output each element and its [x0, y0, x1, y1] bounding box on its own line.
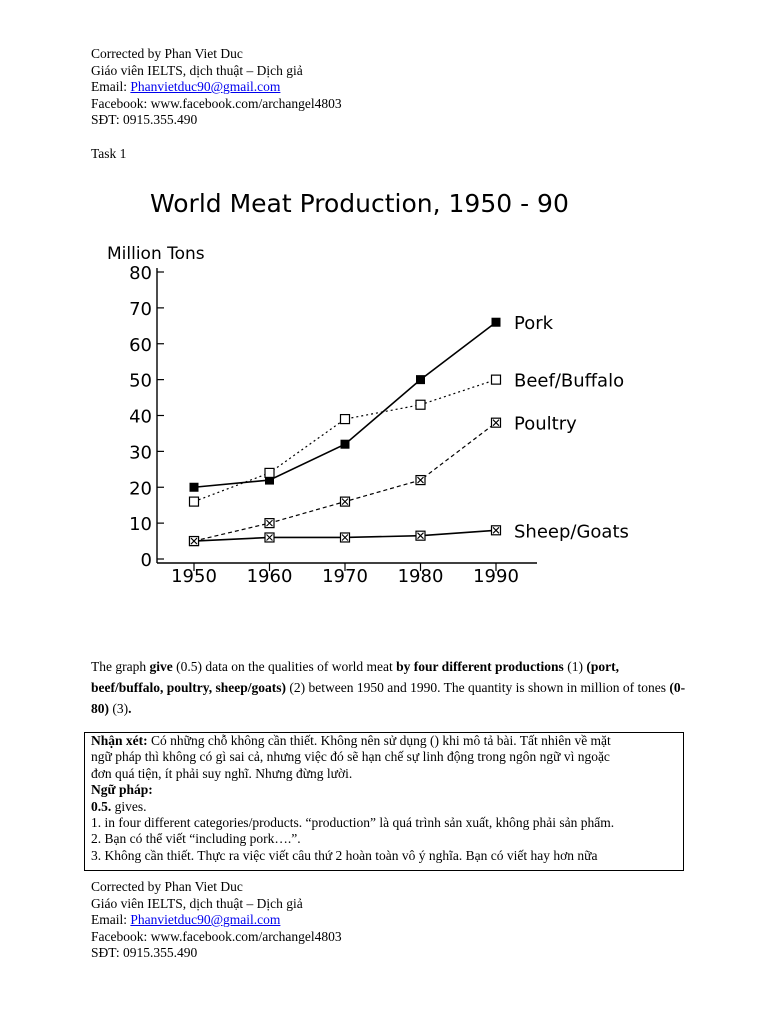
- document-footer-header: Corrected by Phan Viet Duc Giáo viên IEL…: [91, 879, 342, 962]
- comment-label: Nhận xét:: [91, 733, 148, 748]
- series-sheep-goats: Sheep/Goats: [188, 521, 629, 547]
- y-tick-label-20: 20: [129, 478, 152, 499]
- series-line-beef-buffalo: [193, 379, 497, 503]
- chart-series: Pork Beef/Buffalo Poultry Sheep/Goats: [188, 313, 629, 547]
- y-tick-label-40: 40: [129, 407, 152, 428]
- series-pork: Pork: [189, 313, 554, 492]
- para-text-5: (3): [109, 701, 129, 716]
- point-poultry-1980: [415, 474, 426, 486]
- para-bold-3: (port, beef/buffalo, poultry, sheep/goat…: [91, 659, 619, 695]
- comment-line-1: Nhận xét: Có những chỗ không cần thiết. …: [91, 733, 683, 749]
- point-pork-1960: [265, 475, 274, 485]
- point-poultry-1970: [339, 496, 351, 507]
- point-pork-1950: [189, 482, 199, 492]
- series-label-pork: Pork: [514, 313, 554, 334]
- point-beef-buffalo-1970: [339, 413, 351, 425]
- y-tick-label-50: 50: [129, 371, 152, 392]
- grammar-item-0: 0.5. gives.: [91, 798, 147, 814]
- series-label-poultry: Poultry: [514, 414, 577, 435]
- series-line-pork: [193, 321, 497, 489]
- para-text-1: The graph: [91, 659, 150, 674]
- footer-phone: SĐT: 0915.355.490: [91, 945, 198, 960]
- point-sheep-goats-1970: [339, 532, 351, 543]
- point-beef-buffalo-1950: [188, 496, 200, 507]
- para-text-2: (0.5) data on the qualities of world mea…: [172, 659, 397, 674]
- y-tick-label-30: 30: [129, 442, 152, 463]
- para-text-3: (1): [563, 659, 587, 674]
- document-header: Corrected by Phan Viet Duc Giáo viên IEL…: [91, 46, 342, 129]
- x-tick-label-1970: 1970: [322, 566, 368, 587]
- header-role: Giáo viên IELTS, dịch thuật – Dịch giả: [91, 62, 303, 78]
- point-beef-buffalo-1980: [415, 399, 426, 410]
- y-axis-label: Million Tons: [107, 244, 205, 264]
- point-pork-1990: [491, 317, 501, 327]
- para-bold-2: by four different productions: [396, 659, 564, 674]
- footer-corrected-by: Corrected by Phan Viet Duc: [91, 879, 243, 894]
- footer-email-link[interactable]: Phanvietduc90@gmail.com: [130, 912, 281, 927]
- point-pork-1970: [340, 439, 350, 449]
- comment-line-3: đơn quá tiện, ít phải suy nghĩ. Nhưng đừ…: [91, 765, 353, 781]
- y-tick-label-60: 60: [129, 335, 152, 356]
- para-bold-5: .: [128, 701, 132, 716]
- series-label-beef-buffalo: Beef/Buffalo: [514, 371, 624, 392]
- x-tick-labels: 1950 1960 1970 1980 1990: [171, 566, 519, 587]
- header-facebook: Facebook: www.facebook.com/archangel4803: [91, 95, 342, 111]
- footer-email-line: Email: Phanvietduc90@gmail.com: [91, 912, 342, 929]
- chart-title: World Meat Production, 1950 - 90: [150, 189, 569, 218]
- x-tick-label-1950: 1950: [171, 566, 217, 587]
- point-poultry-1960: [264, 518, 275, 529]
- student-paragraph: The graph give (0.5) data on the qualiti…: [91, 656, 691, 719]
- y-tick-label-10: 10: [129, 514, 152, 535]
- header-email-link[interactable]: Phanvietduc90@gmail.com: [130, 79, 281, 94]
- point-beef-buffalo-1960: [264, 467, 275, 478]
- series-poultry: Poultry: [188, 414, 577, 547]
- point-sheep-goats-1950: [188, 535, 200, 547]
- y-tick-label-70: 70: [129, 299, 152, 320]
- meat-production-chart: World Meat Production, 1950 - 90 Million…: [107, 189, 629, 587]
- header-email-label: Email:: [91, 79, 131, 94]
- point-pork-1980: [416, 375, 425, 385]
- point-beef-buffalo-1990: [490, 374, 502, 385]
- point-sheep-goats-1960: [264, 532, 275, 543]
- y-tick-label-0: 0: [141, 550, 152, 571]
- comment-line-2: ngữ pháp thì không có gì sai cả, nhưng v…: [91, 749, 610, 765]
- header-corrected-by: Corrected by Phan Viet Duc: [91, 46, 243, 61]
- y-tick-labels: 0 10 20 30 40 50 60 70 80: [129, 263, 152, 571]
- y-tick-label-80: 80: [129, 263, 152, 284]
- series-beef-buffalo: Beef/Buffalo: [188, 371, 624, 507]
- grammar-item-3: 3. Không cần thiết. Thực ra việc viết câ…: [91, 847, 598, 863]
- header-phone: SĐT: 0915.355.490: [91, 112, 198, 127]
- x-tick-label-1960: 1960: [247, 566, 293, 587]
- footer-facebook: Facebook: www.facebook.com/archangel4803: [91, 928, 342, 944]
- series-label-sheep-goats: Sheep/Goats: [514, 521, 629, 542]
- para-text-4: (2) between 1950 and 1990. The quantity …: [286, 680, 670, 695]
- x-tick-label-1980: 1980: [398, 566, 444, 587]
- header-email-line: Email: Phanvietduc90@gmail.com: [91, 79, 342, 96]
- grammar-item-1: 1. in four different categories/products…: [91, 815, 615, 831]
- chart-axes: [156, 268, 537, 571]
- footer-role: Giáo viên IELTS, dịch thuật – Dịch giả: [91, 895, 303, 911]
- footer-email-label: Email:: [91, 912, 131, 927]
- grammar-label: Ngữ pháp:: [91, 782, 153, 798]
- grammar-item-2: 2. Bạn có thể viết “including pork….”.: [91, 831, 301, 847]
- para-bold-1: give: [149, 659, 173, 674]
- point-sheep-goats-1980: [415, 530, 426, 541]
- task-label: Task 1: [91, 146, 127, 161]
- para-bold-4: (0-80): [91, 680, 686, 716]
- comment-text: Có những chỗ không cần thiết. Không nên …: [147, 733, 611, 748]
- point-sheep-goats-1990: [490, 525, 502, 536]
- x-tick-label-1990: 1990: [473, 566, 519, 587]
- point-poultry-1990: [490, 417, 502, 428]
- comment-box: Nhận xét: Có những chỗ không cần thiết. …: [84, 732, 684, 871]
